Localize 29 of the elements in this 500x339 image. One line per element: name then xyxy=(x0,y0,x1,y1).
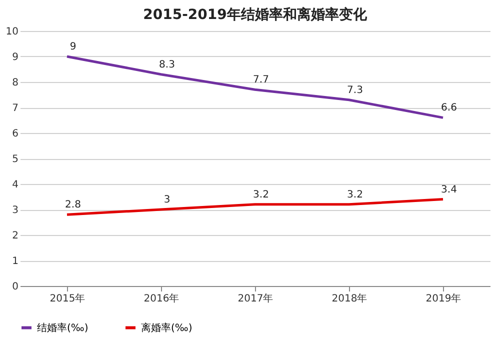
x-tick-label: 2015年 xyxy=(50,292,86,304)
data-label: 3 xyxy=(164,194,170,206)
y-tick-label: 1 xyxy=(12,256,18,267)
y-tick-label: 3 xyxy=(12,205,18,216)
data-label: 3.2 xyxy=(347,189,363,200)
data-label: 2.8 xyxy=(65,200,81,211)
legend-label: 离婚率(‰) xyxy=(141,322,192,334)
x-tick-label: 2019年 xyxy=(426,292,462,304)
data-label: 7.7 xyxy=(253,74,269,86)
y-tick-label: 7 xyxy=(12,103,18,114)
x-tick-label: 2016年 xyxy=(144,292,180,304)
y-tick-label: 0 xyxy=(12,282,18,292)
y-tick-label: 6 xyxy=(12,128,18,140)
y-tick-label: 9 xyxy=(12,52,18,63)
data-label: 6.6 xyxy=(441,102,457,114)
data-label: 9 xyxy=(70,42,76,52)
y-tick-label: 4 xyxy=(12,180,18,190)
data-label: 3.2 xyxy=(253,189,269,200)
data-label: 8.3 xyxy=(159,59,175,70)
y-tick-label: 8 xyxy=(12,78,18,88)
y-tick-label: 5 xyxy=(12,154,18,165)
x-tick-label: 2018年 xyxy=(332,292,368,304)
x-tick-label: 2017年 xyxy=(238,292,274,304)
y-tick-label: 10 xyxy=(6,26,18,38)
data-label: 3.4 xyxy=(441,184,457,196)
data-label: 7.3 xyxy=(347,84,363,96)
chart-title: 2015-2019年结婚率和离婚率变化 xyxy=(143,6,368,23)
y-tick-label: 2 xyxy=(12,230,18,242)
legend-label: 结婚率(‰) xyxy=(37,322,88,334)
